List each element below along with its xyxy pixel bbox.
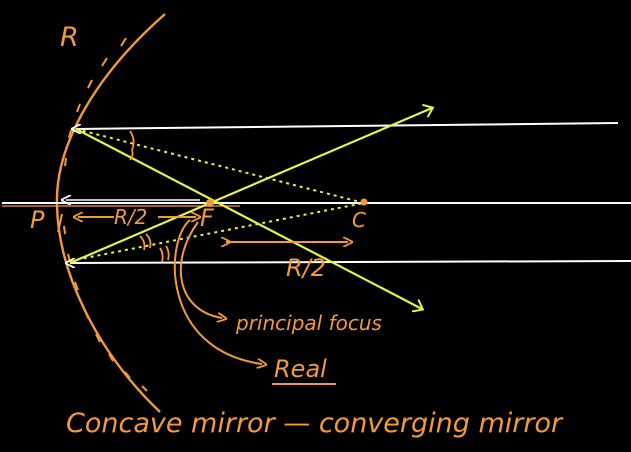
pole-tick (57, 213, 63, 233)
reflected-ray-bottom (69, 108, 432, 265)
principal-focus-pointer (179, 221, 222, 318)
mirror-radius-label: R (60, 22, 79, 53)
real-focus-pointer (173, 219, 262, 364)
normal-line-bottom (69, 202, 365, 262)
pole-label: P (30, 206, 45, 234)
incident-ray-top (76, 122, 619, 129)
focus-label: F (200, 204, 215, 232)
angle-marks (129, 130, 170, 263)
center-label: C (352, 208, 366, 232)
mirror-hatching (63, 37, 148, 392)
real-label: Real (274, 355, 327, 383)
pf-distance-label: R/2 (114, 205, 147, 229)
fc-distance-label: R/2 (286, 254, 326, 282)
focus-point (206, 199, 214, 207)
incident-ray-bottom (70, 261, 631, 263)
principal-focus-label: principal focus (235, 311, 382, 335)
reflected-ray-top (75, 128, 422, 309)
mirror-arc (55, 13, 166, 413)
center-point (360, 198, 368, 206)
caption-text: Concave mirror — converging mirror (66, 408, 564, 439)
normal-line-top (75, 128, 365, 204)
